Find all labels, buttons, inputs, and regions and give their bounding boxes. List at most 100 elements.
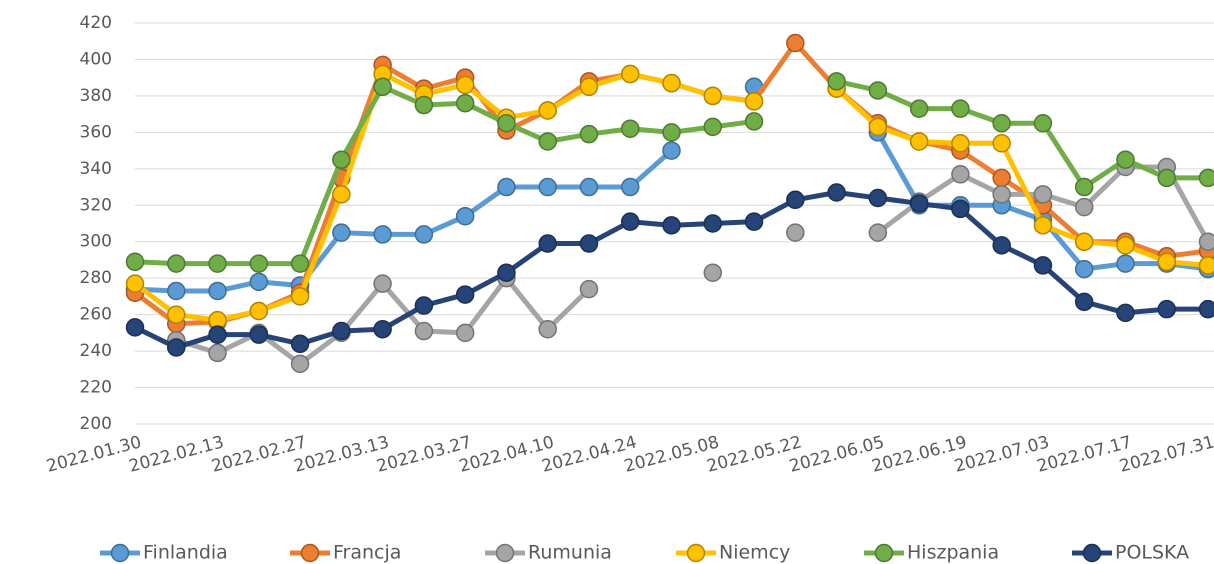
marker: [455, 93, 475, 113]
marker: [455, 323, 475, 343]
series: [167, 157, 1214, 374]
x-tick-label: 2022.05.22: [705, 432, 804, 477]
legend-item: Finlandia: [100, 542, 228, 564]
marker: [868, 81, 888, 100]
marker: [538, 319, 557, 339]
marker: [1116, 236, 1135, 255]
marker: [786, 190, 805, 210]
series-line: [133, 71, 1209, 323]
marker: [1074, 232, 1094, 251]
marker: [1198, 232, 1214, 251]
marker: [125, 252, 145, 272]
marker: [249, 254, 269, 273]
marker: [579, 177, 599, 197]
legend-marker: [495, 543, 515, 563]
marker: [909, 132, 929, 151]
x-tick-label: 2022.07.17: [1035, 432, 1134, 477]
marker: [744, 212, 764, 231]
y-tick-label: 200: [80, 414, 112, 434]
marker: [1033, 256, 1053, 275]
marker: [909, 194, 929, 213]
marker: [662, 216, 681, 235]
marker: [909, 99, 929, 118]
marker: [290, 287, 310, 306]
marker: [1198, 168, 1214, 188]
y-tick-label: 340: [80, 159, 112, 179]
marker: [1033, 114, 1053, 133]
marker: [414, 95, 434, 115]
marker: [703, 263, 723, 282]
marker: [455, 75, 475, 95]
marker: [167, 281, 186, 301]
y-tick-label: 420: [80, 13, 112, 33]
legend-marker: [874, 543, 894, 563]
legend-label: Hiszpania: [907, 542, 999, 564]
marker: [208, 281, 227, 301]
x-tick-label: 2022.07.31: [1117, 432, 1214, 477]
y-tick-label: 360: [80, 122, 112, 142]
legend-label: Niemcy: [719, 542, 790, 564]
marker: [249, 301, 269, 321]
marker: [167, 254, 186, 273]
marker: [868, 223, 888, 242]
marker: [868, 117, 888, 137]
marker: [1116, 150, 1135, 169]
marker: [373, 274, 392, 293]
marker: [373, 225, 392, 244]
x-tick-label: 2022.03.13: [292, 432, 391, 477]
marker: [703, 117, 723, 137]
marker: [538, 101, 557, 120]
x-tick-label: 2022.05.08: [622, 432, 721, 477]
marker: [373, 319, 392, 339]
x-tick-label: 2022.04.24: [540, 432, 639, 477]
legend-marker: [686, 543, 706, 563]
marker: [662, 141, 681, 160]
marker: [744, 92, 764, 111]
marker: [1033, 185, 1053, 204]
legend-marker: [300, 543, 320, 563]
marker: [497, 114, 516, 133]
marker: [332, 185, 351, 204]
series: [125, 72, 1214, 273]
marker: [497, 177, 516, 197]
marker: [1157, 252, 1176, 272]
marker: [538, 177, 557, 197]
y-tick-label: 380: [80, 86, 112, 106]
marker: [620, 212, 640, 231]
marker: [249, 272, 269, 292]
marker: [455, 206, 475, 226]
legend-item: Francja: [290, 542, 401, 564]
marker: [373, 77, 392, 97]
marker: [1033, 216, 1053, 235]
marker: [992, 114, 1011, 133]
marker: [620, 64, 640, 84]
marker: [455, 285, 475, 304]
marker: [538, 132, 557, 151]
legend-label: POLSKA: [1115, 542, 1189, 564]
marker: [662, 73, 681, 93]
marker: [249, 325, 269, 344]
marker: [208, 254, 227, 273]
marker: [414, 225, 434, 244]
marker: [125, 274, 145, 293]
legend-item: Niemcy: [676, 542, 790, 564]
marker: [868, 188, 888, 208]
marker: [1198, 299, 1214, 319]
y-tick-label: 400: [80, 49, 112, 69]
marker: [1116, 254, 1135, 273]
marker: [620, 119, 640, 138]
marker: [1074, 259, 1094, 279]
marker: [827, 183, 846, 202]
legend-label: Francja: [333, 542, 401, 564]
marker: [744, 112, 764, 131]
legend-marker: [110, 543, 130, 563]
marker: [662, 123, 681, 142]
marker: [414, 296, 434, 315]
x-tick-label: 2022.02.27: [209, 432, 308, 477]
x-tick-label: 2022.04.10: [457, 432, 556, 477]
marker: [290, 254, 310, 273]
legend-item: Hiszpania: [864, 542, 999, 564]
marker: [992, 236, 1011, 255]
marker: [951, 99, 970, 118]
